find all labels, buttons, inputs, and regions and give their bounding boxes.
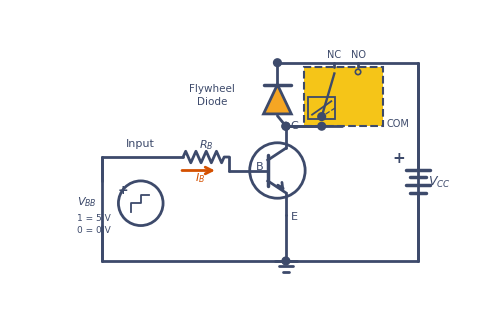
Circle shape bbox=[282, 257, 290, 265]
Text: $V_{CC}$: $V_{CC}$ bbox=[428, 175, 450, 190]
Text: NC: NC bbox=[328, 50, 342, 60]
Text: NO: NO bbox=[350, 50, 366, 60]
Polygon shape bbox=[264, 85, 291, 114]
Text: E: E bbox=[290, 212, 298, 222]
FancyBboxPatch shape bbox=[304, 67, 384, 126]
Text: C: C bbox=[290, 121, 298, 131]
Text: Input: Input bbox=[126, 139, 155, 149]
Text: $V_{BB}$: $V_{BB}$ bbox=[77, 195, 97, 209]
Text: $I_B$: $I_B$ bbox=[196, 171, 205, 185]
Circle shape bbox=[282, 122, 290, 130]
Text: Flywheel
Diode: Flywheel Diode bbox=[189, 84, 235, 107]
Circle shape bbox=[274, 59, 281, 67]
Text: +: + bbox=[392, 151, 405, 166]
Circle shape bbox=[282, 122, 290, 130]
Circle shape bbox=[318, 113, 326, 120]
Bar bbox=[308, 97, 335, 118]
Text: 1 = 5 V: 1 = 5 V bbox=[77, 214, 111, 223]
Text: +: + bbox=[118, 184, 128, 197]
Text: B: B bbox=[256, 162, 263, 172]
Text: 0 = 0 V: 0 = 0 V bbox=[77, 226, 111, 235]
Circle shape bbox=[318, 122, 326, 130]
Text: $R_B$: $R_B$ bbox=[199, 139, 214, 152]
Text: COM: COM bbox=[386, 119, 409, 129]
